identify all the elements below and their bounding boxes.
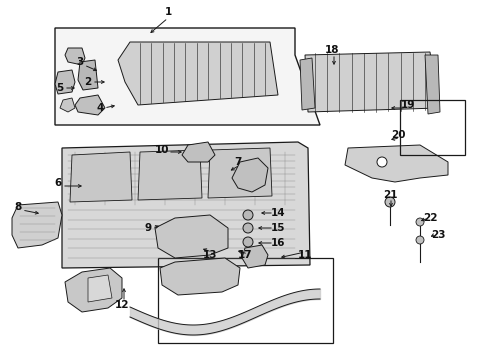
Text: 14: 14 — [270, 208, 285, 218]
Text: 4: 4 — [97, 103, 104, 113]
Text: 5: 5 — [56, 83, 64, 93]
Polygon shape — [345, 145, 448, 182]
Polygon shape — [208, 148, 272, 198]
Circle shape — [243, 210, 253, 220]
Text: 21: 21 — [383, 190, 397, 200]
Polygon shape — [65, 268, 122, 312]
Polygon shape — [160, 258, 240, 295]
Text: 18: 18 — [325, 45, 339, 55]
Polygon shape — [70, 152, 132, 202]
Polygon shape — [55, 70, 75, 94]
Circle shape — [243, 237, 253, 247]
Circle shape — [416, 236, 424, 244]
Polygon shape — [305, 52, 438, 112]
Text: 16: 16 — [271, 238, 285, 248]
Circle shape — [243, 223, 253, 233]
Polygon shape — [60, 98, 75, 112]
Polygon shape — [62, 142, 310, 268]
Text: 9: 9 — [145, 223, 151, 233]
Circle shape — [416, 218, 424, 226]
Text: 12: 12 — [115, 300, 129, 310]
Text: 3: 3 — [76, 57, 84, 67]
Text: 15: 15 — [271, 223, 285, 233]
Bar — [158, 258, 333, 343]
Text: 7: 7 — [234, 157, 242, 167]
Polygon shape — [55, 28, 320, 125]
Text: 6: 6 — [54, 178, 62, 188]
Text: 22: 22 — [423, 213, 437, 223]
Text: 23: 23 — [431, 230, 445, 240]
Polygon shape — [425, 55, 440, 114]
Polygon shape — [12, 202, 62, 248]
Polygon shape — [138, 150, 202, 200]
Text: 20: 20 — [391, 130, 405, 140]
Text: 19: 19 — [401, 100, 415, 110]
Text: 13: 13 — [203, 250, 217, 260]
Text: 2: 2 — [84, 77, 92, 87]
Polygon shape — [232, 158, 268, 192]
Polygon shape — [182, 142, 215, 162]
Text: 1: 1 — [164, 7, 171, 17]
Polygon shape — [118, 42, 278, 105]
Bar — [400, 100, 465, 155]
Polygon shape — [65, 48, 85, 65]
Polygon shape — [78, 60, 98, 90]
Text: 17: 17 — [238, 250, 252, 260]
Polygon shape — [75, 95, 105, 115]
Circle shape — [385, 197, 395, 207]
Polygon shape — [300, 58, 315, 110]
Text: 11: 11 — [298, 250, 312, 260]
Polygon shape — [155, 215, 228, 258]
Text: 8: 8 — [14, 202, 22, 212]
Text: 10: 10 — [155, 145, 169, 155]
Polygon shape — [242, 245, 268, 268]
Circle shape — [377, 157, 387, 167]
Polygon shape — [88, 275, 112, 302]
